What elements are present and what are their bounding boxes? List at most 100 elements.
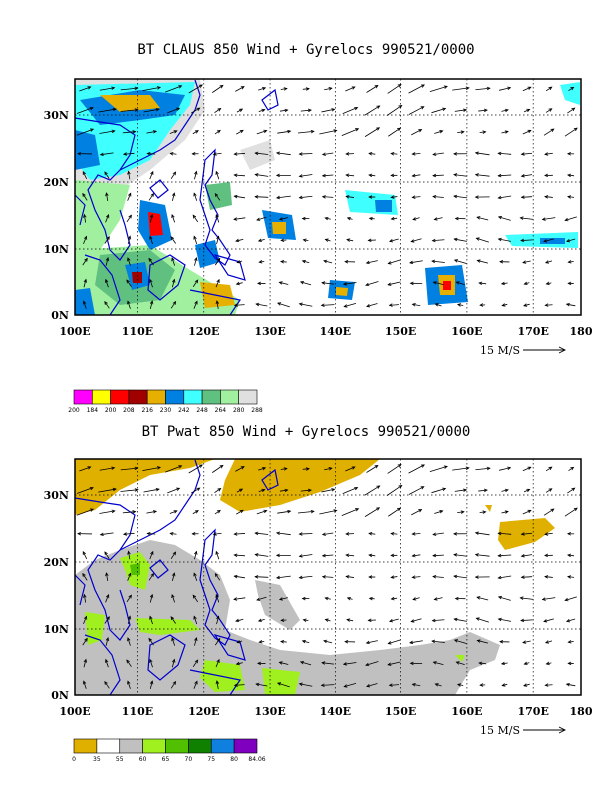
colorbar-label: 75 [207,756,215,763]
wind-vector [127,637,131,646]
wind-vector [236,260,243,264]
wind-vector [411,195,421,199]
wind-vector [149,615,153,625]
wind-vector [319,509,338,515]
wind-vector [120,488,139,492]
wind-vector [127,170,131,180]
wind-vector [167,487,181,494]
wind-vector [76,508,95,516]
wind-vector [188,84,203,94]
wind-vector [301,259,310,264]
wind-vector [321,195,334,199]
wind-vector [520,195,533,199]
wind-vector [478,108,488,113]
colorbar-swatch [183,389,203,405]
wind-vector [298,532,313,536]
x-tick-label: 170E [518,705,549,718]
wind-vector [544,260,553,264]
wind-vector [278,597,288,601]
wind-vector [256,509,268,515]
wind-vector [149,550,154,560]
wind-vector [212,464,224,473]
wind-vector [411,553,421,558]
colorbar-label: 184 [87,407,99,414]
wind-vector [127,257,131,266]
wind-vector [214,509,221,515]
colorbar-swatch [210,738,235,754]
wind-vector [567,575,575,579]
wind-vector [169,510,178,514]
x-tick-label: 100E [59,705,90,718]
wind-vector [214,257,221,266]
colorbar-swatch [128,389,148,405]
colorbar-swatch [220,389,239,405]
wind-vector [214,572,221,581]
wind-vector [324,618,331,622]
wind-vector [545,661,552,666]
colorbar-swatch [96,738,121,754]
wind-vector [194,257,198,266]
colorbar-swatch [119,738,143,754]
wind-vector [390,596,398,601]
wind-vector [497,215,511,221]
wind-vector [544,173,553,178]
wind-vector [390,532,398,536]
panel1-fill-cloud [75,79,580,315]
wind-vector [367,618,376,623]
x-tick-label: 140E [320,705,351,718]
wind-vector [365,281,379,287]
wind-vector [277,509,292,514]
wind-vector [192,594,199,603]
panel2-title: BT Pwat 850 Wind + Gyrelocs 990521/0000 [141,424,471,440]
wind-vector [564,127,578,137]
wind-vector [453,617,467,622]
wind-vector [142,466,162,472]
wind-vector [77,151,93,156]
wind-vector [254,195,269,199]
wind-vector [544,575,553,579]
wind-vector [298,195,313,200]
wind-vector [544,683,553,687]
wind-vector [298,575,313,580]
wind-vector [476,596,489,601]
wind-vector [432,575,444,579]
wind-vector [233,683,245,687]
wind-vector [149,593,154,603]
wind-vector [82,257,88,266]
wind-vector [523,303,530,307]
wind-vector [408,84,425,94]
wind-vector [455,281,465,286]
wind-vector [233,574,246,579]
panel1-map: 30N 20N 10N 0N 100E 110E 120E 130E 140E 150E 160E… [44,78,593,414]
wind-vector [364,127,381,137]
wind-vector [368,596,375,601]
x-tick-label: 180 [570,705,593,718]
wind-vector [474,195,490,199]
wind-vector [215,300,220,310]
wind-vector [390,173,398,178]
wind-vector [520,174,533,178]
wind-vector [321,152,334,156]
wind-vector [567,281,574,286]
wind-vector [193,235,198,245]
wind-vector [454,216,466,221]
wind-vector [474,575,490,579]
wind-vector [120,86,139,91]
wind-vector [501,683,508,687]
wind-vector [99,466,116,471]
wind-vector [146,510,158,514]
colorbar-swatch [73,389,93,405]
wind-vector [434,303,442,307]
wind-vector [387,639,401,645]
wind-vector [368,575,376,579]
x-tick-label: 130E [254,325,285,338]
wind-vector [479,510,487,514]
wind-vector [104,680,110,689]
wind-vector [170,616,176,624]
wind-vector [233,194,246,199]
wind-vector [321,661,334,665]
wind-vector [346,596,353,601]
y-tick-label: 30N [44,109,69,122]
wind-vector [474,553,490,557]
